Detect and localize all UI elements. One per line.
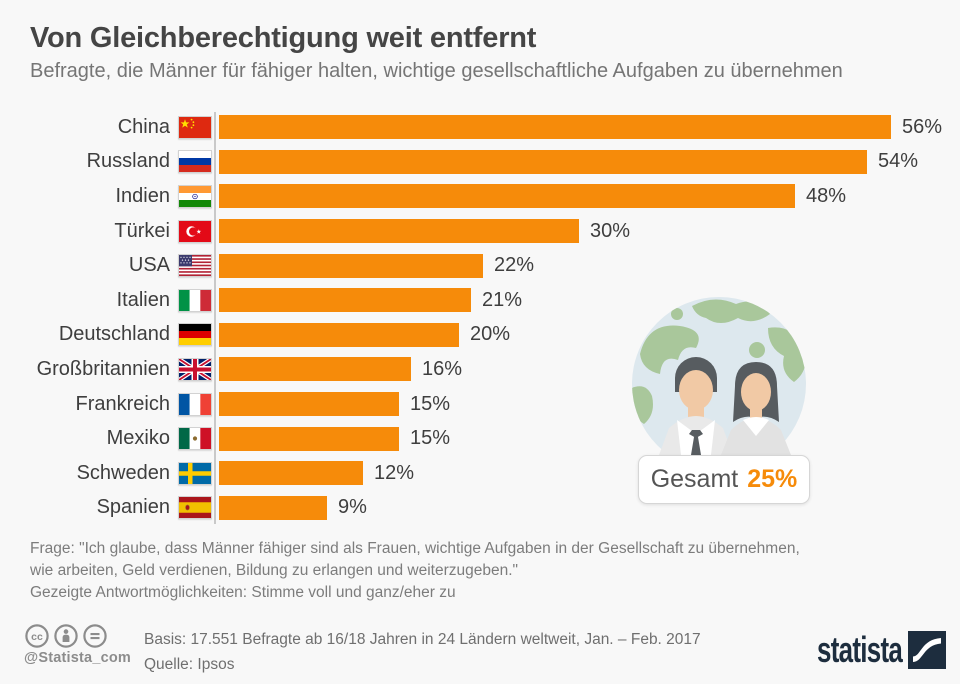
country-label: USA	[128, 254, 170, 277]
country-label: Türkei	[114, 219, 170, 242]
subtitle: Befragte, die Männer für fähiger halten,…	[30, 60, 843, 82]
country-label: Spanien	[96, 496, 170, 519]
bar-row: Deutschland 20%	[0, 318, 960, 353]
bar-chart: China 56% Russland 54% Indien 48% Türkei 30% USA…	[0, 110, 960, 525]
bar-es	[219, 495, 327, 520]
flag-icon-fr	[178, 392, 212, 416]
svg-text:cc: cc	[31, 631, 43, 643]
bar-in	[219, 184, 795, 209]
value-label: 30%	[590, 219, 631, 242]
bar-se	[219, 461, 363, 486]
value-label: 54%	[878, 150, 919, 173]
footnote: Frage: "Ich glaube, dass Männer fähiger …	[30, 538, 800, 604]
country-label: Mexiko	[106, 427, 170, 450]
flag-icon-cn	[178, 115, 212, 139]
value-label: 12%	[374, 461, 415, 484]
source-block: Basis: 17.551 Befragte ab 16/18 Jahren i…	[144, 627, 701, 677]
cc-icon: cc	[25, 624, 49, 648]
total-badge: Gesamt 25%	[638, 455, 810, 504]
bar-it	[219, 288, 471, 313]
country-label: Russland	[86, 150, 170, 173]
footnote-line: Gezeigte Antwortmöglichkeiten: Stimme vo…	[30, 584, 456, 601]
flag-icon-in	[178, 184, 212, 208]
man-icon	[659, 357, 733, 455]
woman-icon	[721, 362, 791, 455]
country-label: Schweden	[76, 461, 170, 484]
attribution-icon	[54, 624, 78, 648]
flag-icon-es	[178, 496, 212, 520]
globe-couple-illustration	[632, 297, 806, 455]
bar-row: Schweden 12%	[0, 456, 960, 491]
bar-row: Mexiko 15%	[0, 421, 960, 456]
flag-icon-us	[178, 254, 212, 278]
basis-text: Basis: 17.551 Befragte ab 16/18 Jahren i…	[144, 631, 701, 648]
statista-logo-mark	[908, 631, 946, 669]
bar-us	[219, 253, 483, 278]
total-label: Gesamt	[650, 465, 739, 493]
country-label: Deutschland	[58, 323, 170, 346]
flag-icon-ru	[178, 150, 212, 174]
axis-line	[214, 112, 216, 524]
value-label: 15%	[410, 427, 451, 450]
country-label: Italien	[116, 288, 170, 311]
no-derivatives-icon	[83, 624, 107, 648]
bar-gb	[219, 357, 411, 382]
bar-row: USA 22%	[0, 248, 960, 283]
bar-row: Indien 48%	[0, 179, 960, 214]
value-label: 15%	[410, 392, 451, 415]
value-label: 21%	[482, 288, 523, 311]
bar-cn	[219, 115, 891, 140]
footnote-line: Frage: "Ich glaube, dass Männer fähiger …	[30, 540, 800, 557]
value-label: 56%	[902, 115, 943, 138]
flag-icon-tr	[178, 219, 212, 243]
country-label: Indien	[115, 184, 171, 207]
bar-row: Spanien 9%	[0, 491, 960, 526]
value-label: 9%	[338, 496, 367, 519]
bar-mx	[219, 426, 399, 451]
bar-row: Türkei 30%	[0, 214, 960, 249]
statista-handle: @Statista_com	[24, 650, 131, 666]
bar-row: Großbritannien 16%	[0, 352, 960, 387]
statista-wordmark: statista	[816, 629, 903, 670]
value-label: 20%	[470, 323, 511, 346]
country-label: Frankreich	[75, 392, 170, 415]
bar-ru	[219, 149, 867, 174]
country-label: China	[117, 115, 170, 138]
statista-logo: statista	[784, 631, 946, 669]
bar-row: Frankreich 15%	[0, 387, 960, 422]
bar-tr	[219, 219, 579, 244]
flag-icon-mx	[178, 427, 212, 451]
bar-de	[219, 322, 459, 347]
bar-row: Italien 21%	[0, 283, 960, 318]
value-label: 48%	[806, 184, 847, 207]
flag-icon-se	[178, 461, 212, 485]
footnote-line: wie arbeiten, Geld verdienen, Bildung zu…	[30, 562, 519, 579]
license-icons: cc	[25, 624, 107, 648]
flag-icon-gb	[178, 357, 212, 381]
total-value: 25%	[747, 465, 798, 493]
bar-row: Russland 54%	[0, 145, 960, 180]
value-label: 22%	[494, 254, 535, 277]
page-title: Von Gleichberechtigung weit entfernt	[30, 22, 537, 54]
bar-fr	[219, 392, 399, 417]
value-label: 16%	[422, 357, 463, 380]
source-text: Quelle: Ipsos	[144, 656, 235, 673]
flag-icon-it	[178, 288, 212, 312]
flag-icon-de	[178, 323, 212, 347]
country-label: Großbritannien	[36, 357, 170, 380]
bar-row: China 56%	[0, 110, 960, 145]
